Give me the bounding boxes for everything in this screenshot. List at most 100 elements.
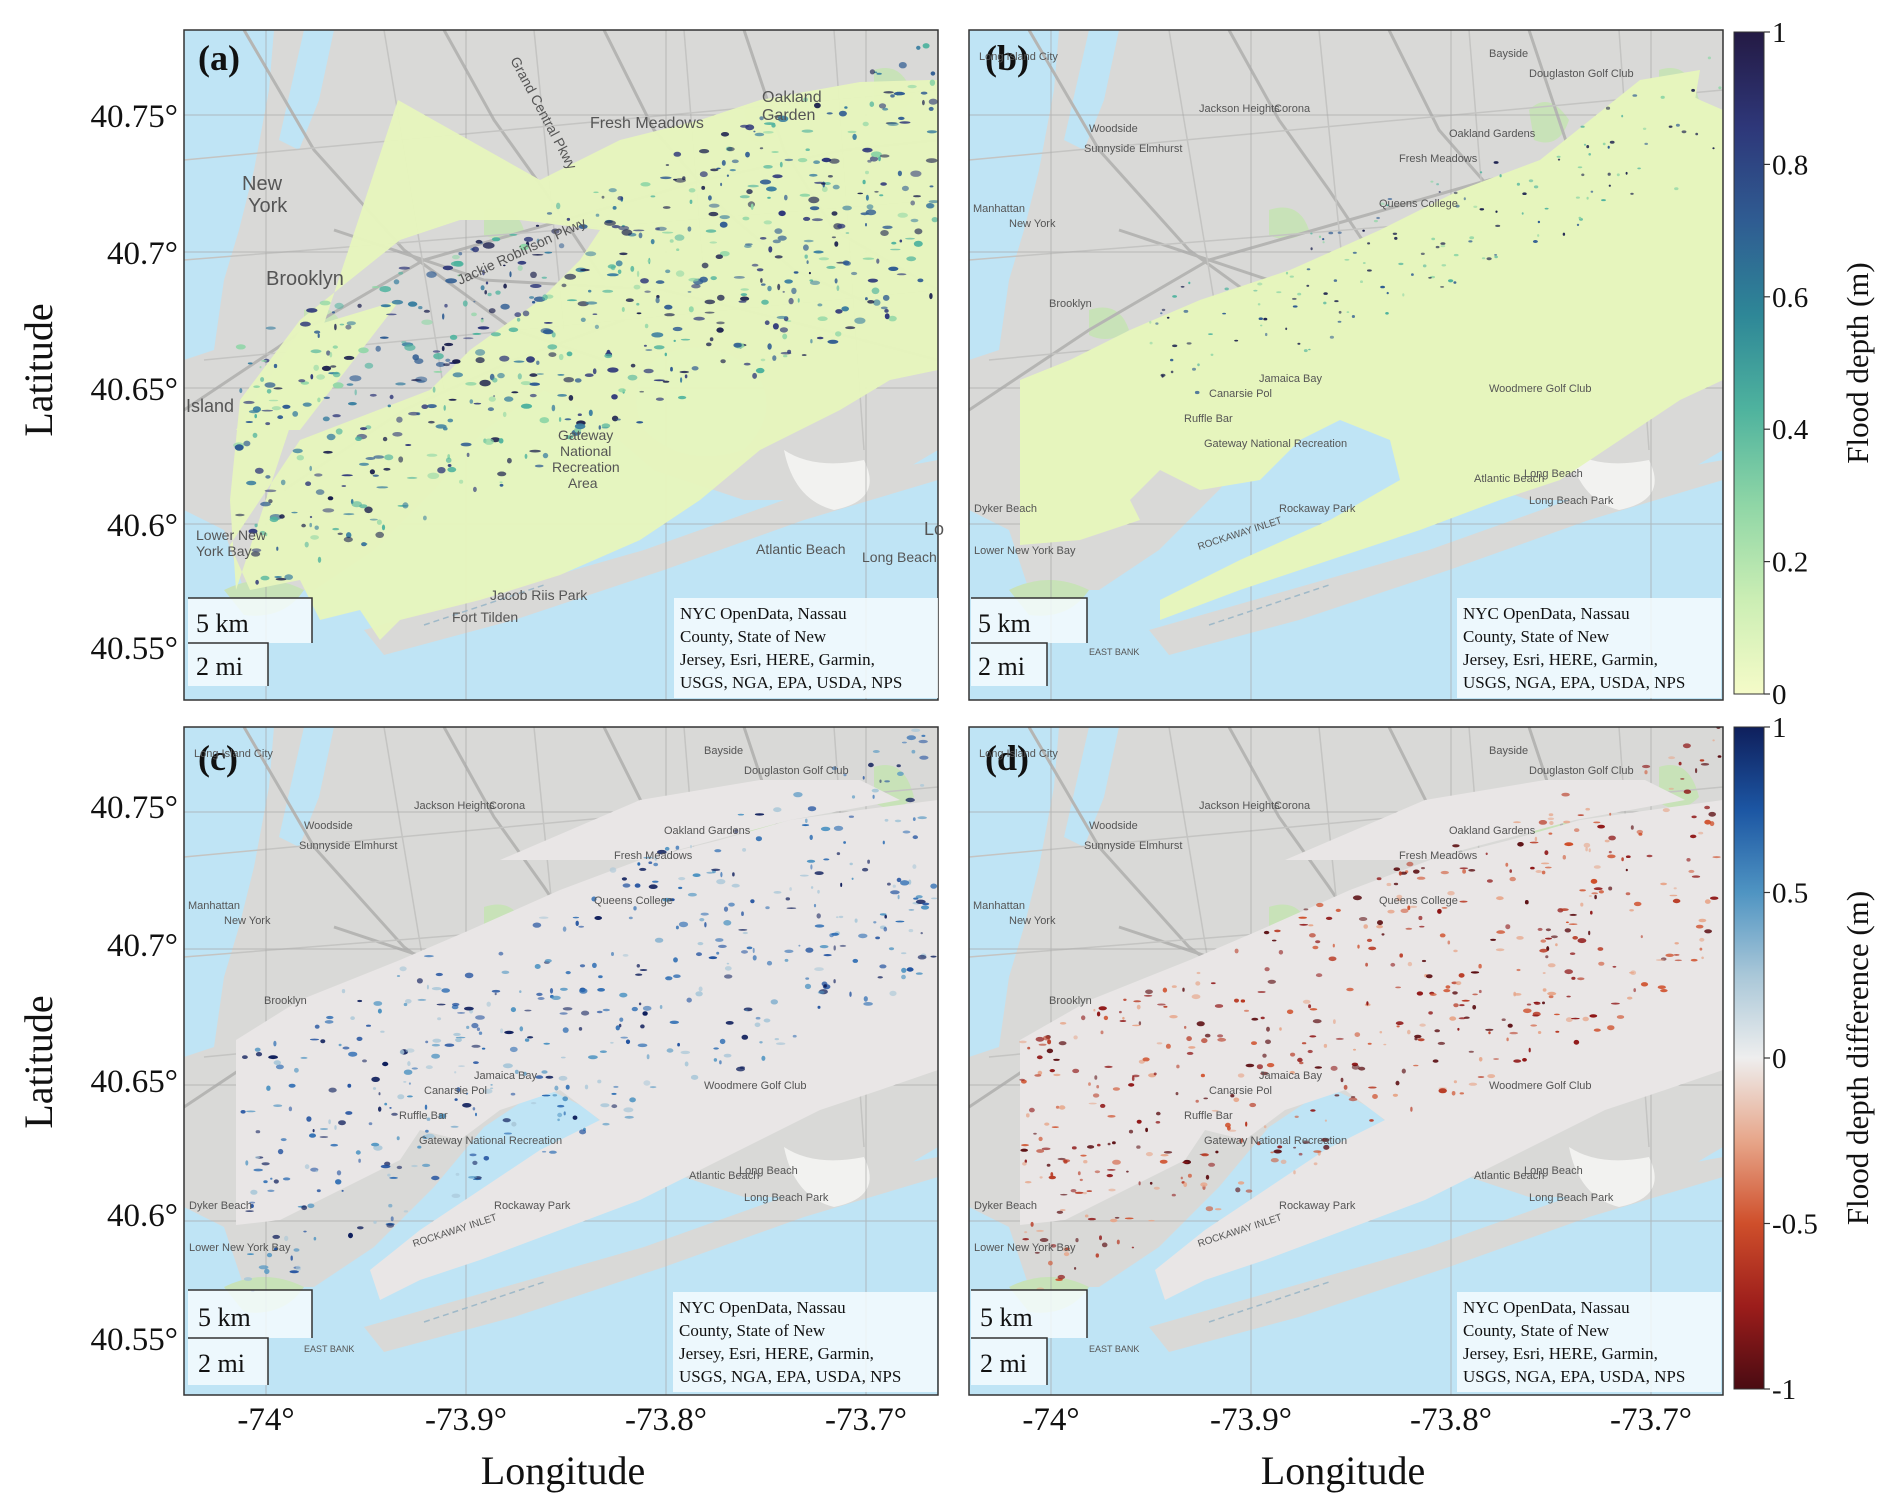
flood-cell [524, 1038, 530, 1042]
flood-cell [1438, 1088, 1447, 1094]
flood-cell [1367, 269, 1372, 272]
flood-cell [1050, 1244, 1057, 1248]
flood-cell [832, 184, 840, 190]
flood-cell [1035, 1036, 1045, 1042]
flood-cell [726, 147, 735, 152]
flood-cell [541, 276, 547, 279]
flood-cell [546, 212, 553, 215]
flood-cell [602, 1008, 610, 1012]
flood-cell [820, 182, 826, 185]
svg-text:Garden: Garden [762, 107, 815, 124]
flood-cell [818, 257, 830, 261]
flood-cell [475, 1015, 485, 1020]
flood-cell [816, 913, 821, 919]
flood-cell [361, 543, 368, 545]
flood-cell [637, 862, 641, 866]
flood-cell [594, 916, 602, 920]
flood-cell [364, 506, 373, 514]
flood-cell [1145, 989, 1153, 995]
flood-cell [483, 1088, 493, 1094]
flood-cell [1103, 1015, 1109, 1021]
flood-cell [484, 290, 488, 295]
flood-cell [664, 304, 673, 310]
flood-cell [862, 776, 865, 780]
flood-cell [499, 483, 504, 487]
flood-cell [499, 355, 510, 362]
flood-cell [511, 1121, 517, 1127]
flood-cell [665, 164, 670, 166]
flood-cell [835, 309, 843, 314]
flood-cell [680, 377, 683, 383]
flood-cell [1542, 972, 1546, 974]
flood-cell [783, 354, 788, 358]
flood-cell [547, 344, 558, 350]
flood-cell [1306, 268, 1311, 271]
flood-cell [487, 292, 492, 297]
flood-cell [450, 1125, 459, 1128]
flood-cell [403, 1210, 409, 1213]
flood-cell [1532, 240, 1538, 243]
flood-cell [636, 312, 642, 315]
flood-cell [1542, 988, 1547, 992]
flood-cell [1414, 1034, 1422, 1039]
flood-cell [763, 1018, 771, 1023]
flood-cell [1323, 1144, 1330, 1150]
map-place-label: Ruffle Bar [1184, 1110, 1233, 1122]
flood-cell [1588, 930, 1591, 936]
flood-cell [766, 186, 777, 192]
flood-cell [520, 381, 532, 386]
flood-cell [240, 1110, 246, 1114]
flood-cell [655, 297, 660, 304]
flood-cell [807, 806, 817, 812]
flood-cell [813, 250, 824, 254]
flood-cell [643, 368, 654, 374]
flood-cell [810, 886, 814, 889]
flood-cell [648, 884, 658, 889]
flood-cell [636, 302, 640, 306]
flood-cell [833, 945, 836, 951]
flood-cell [482, 269, 485, 276]
flood-cell [529, 296, 535, 299]
svg-text:Jersey, Esri, HERE, Garmin,: Jersey, Esri, HERE, Garmin, [1463, 650, 1658, 669]
flood-cell [371, 1076, 380, 1082]
map-credits-d: NYC OpenData, Nassau County, State of Ne… [1457, 1292, 1721, 1392]
flood-cell [740, 296, 750, 301]
flood-cell [805, 818, 808, 823]
flood-cell [1051, 1126, 1059, 1128]
flood-cell [928, 200, 938, 204]
flood-cell [473, 300, 476, 303]
flood-cell [484, 438, 494, 445]
svg-text:Fort Tilden: Fort Tilden [452, 609, 518, 625]
flood-cell [876, 258, 880, 264]
map-place-label: Elmhurst [1139, 840, 1182, 852]
flood-cell [808, 271, 811, 275]
flood-cell [305, 481, 312, 487]
flood-cell [1434, 1029, 1440, 1033]
flood-cell [1153, 1072, 1157, 1076]
flood-cell [275, 577, 287, 581]
flood-cell [433, 353, 444, 360]
flood-cell [704, 311, 715, 314]
flood-cell [1211, 1109, 1219, 1112]
flood-cell [1360, 280, 1363, 284]
flood-cell [260, 575, 270, 581]
flood-cell [611, 1104, 618, 1109]
flood-cell [549, 1150, 557, 1154]
flood-cell [1555, 943, 1558, 947]
flood-cell [314, 525, 319, 530]
flood-cell [273, 363, 278, 369]
flood-cell [1416, 876, 1426, 880]
flood-cell [372, 1087, 377, 1090]
flood-cell [1299, 923, 1309, 926]
flood-cell [1428, 1011, 1433, 1015]
svg-text:Area: Area [568, 475, 598, 491]
flood-cell [1260, 324, 1263, 327]
flood-cell [386, 313, 397, 316]
flood-cell [357, 1226, 364, 1230]
flood-cell [835, 331, 842, 337]
flood-cell [1249, 1102, 1257, 1108]
flood-cell [700, 912, 709, 916]
flood-cell [259, 530, 266, 536]
flood-cell [1274, 929, 1281, 933]
flood-cell [708, 956, 718, 960]
